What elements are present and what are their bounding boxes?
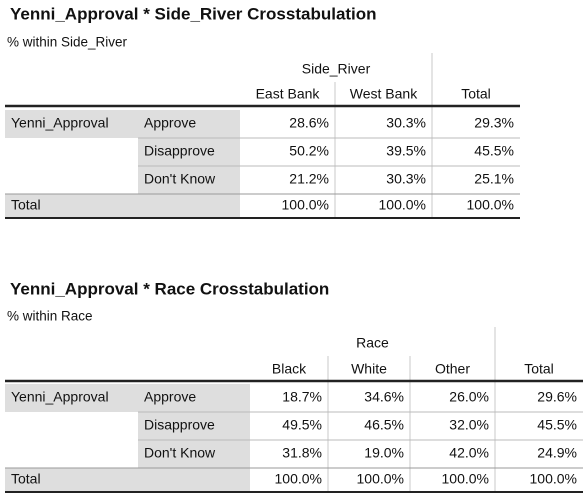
group-header: Race [356,335,389,351]
total-cell: 100.0% [357,471,404,487]
cell: 26.0% [449,389,489,405]
total-cell: 100.0% [379,197,426,213]
cell: 24.9% [537,445,577,461]
cell: 46.5% [364,417,404,433]
table-subtitle: % within Race [7,309,93,324]
row-variable: Yenni_Approval [11,115,109,131]
column-header: Black [272,361,307,377]
cell: 50.2% [289,143,329,159]
row-label: Approve [144,115,196,131]
total-cell: 100.0% [442,471,489,487]
row-label: Disapprove [144,143,215,159]
cell: 34.6% [364,389,404,405]
cell: 30.3% [386,115,426,131]
cell: 32.0% [449,417,489,433]
cell: 49.5% [282,417,322,433]
column-header: White [351,361,387,377]
column-header: Other [435,361,470,377]
row-variable: Yenni_Approval [11,389,109,405]
column-header: East Bank [256,86,321,102]
total-cell: 100.0% [282,197,329,213]
cell: 19.0% [364,445,404,461]
cell: 18.7% [282,389,322,405]
table-subtitle: % within Side_River [7,35,128,50]
cell: 21.2% [289,171,329,187]
cell: 30.3% [386,171,426,187]
row-label: Don't Know [144,171,216,187]
cell: 45.5% [474,143,514,159]
total-cell: 100.0% [275,471,322,487]
cell: 28.6% [289,115,329,131]
cell: 25.1% [474,171,514,187]
row-label: Disapprove [144,417,215,433]
total-cell: 100.0% [530,471,577,487]
column-header: Total [461,86,491,102]
cell: 29.6% [537,389,577,405]
cell: 29.3% [474,115,514,131]
cell: 42.0% [449,445,489,461]
column-header: Total [524,361,554,377]
category-cells [138,384,250,468]
total-label-cell [5,468,250,492]
row-label: Don't Know [144,445,216,461]
total-label-cell [5,194,240,218]
table-title: Yenni_Approval * Race Crosstabulation [10,279,329,298]
group-header: Side_River [302,61,371,77]
cell: 31.8% [282,445,322,461]
column-header: West Bank [350,86,418,102]
cell: 39.5% [386,143,426,159]
total-label: Total [11,197,41,213]
total-label: Total [11,471,41,487]
cell: 45.5% [537,417,577,433]
row-label: Approve [144,389,196,405]
total-cell: 100.0% [467,197,514,213]
category-cells [138,110,240,194]
table-title: Yenni_Approval * Side_River Crosstabulat… [10,4,377,23]
